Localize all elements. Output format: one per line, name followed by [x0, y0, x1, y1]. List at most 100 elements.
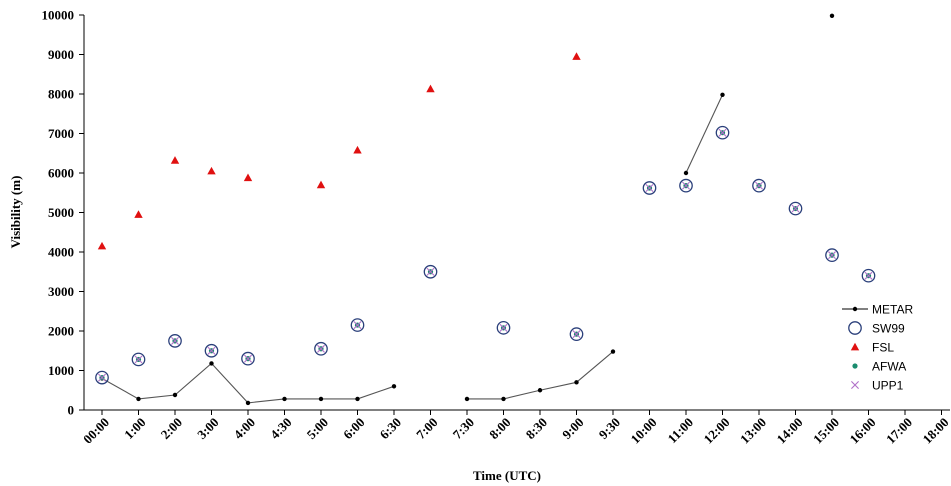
sw99-point-marker [241, 351, 255, 366]
y-axis: 0 1000 2000 3000 4000 5000 6000 7000 8000 9000 100… [42, 8, 85, 418]
fsl-point-marker [243, 173, 253, 182]
legend-label: METAR [872, 303, 913, 317]
legend: METAR SW99 FSL AFWA UPP1 [842, 303, 913, 393]
metar-line [685, 94, 723, 174]
x-tick-label: 9:30 [596, 415, 623, 442]
metar-point [720, 92, 725, 97]
x-tick-label: 10:00 [628, 415, 660, 447]
sw99-point-marker [569, 327, 584, 342]
x-tick-label: 3:00 [194, 415, 221, 442]
upp1-point-marker [572, 330, 581, 339]
fsl-point-marker [134, 210, 143, 218]
series-sw99 [95, 125, 876, 385]
y-tick-label: 0 [68, 403, 75, 418]
legend-marker [851, 381, 859, 389]
sw99-point-marker [95, 370, 109, 385]
fsl-point-marker [426, 84, 435, 93]
x-tick-label: 17:00 [883, 415, 915, 447]
x-tick-label: 1:00 [121, 415, 148, 442]
y-tick-label: 9000 [48, 47, 74, 62]
metar-point [136, 396, 141, 402]
metar-point [318, 396, 324, 402]
plot-area [84, 15, 950, 410]
fsl-point-marker [572, 52, 581, 60]
y-tick-label: 10000 [42, 8, 75, 23]
legend-item-metar: METAR [842, 303, 913, 317]
upp1-point-marker [98, 373, 106, 382]
legend-marker [850, 342, 860, 351]
metar-point [683, 170, 689, 176]
legend-marker [852, 306, 858, 312]
fsl-point-marker [353, 145, 362, 154]
x-axis-title: Time (UTC) [473, 468, 541, 483]
upp1-point-marker [645, 184, 654, 192]
series-metar [99, 13, 835, 406]
x-tick-label: 4:00 [231, 415, 258, 442]
y-axis-title: Visibility (m) [8, 176, 23, 249]
upp1-point-marker [791, 204, 800, 213]
metar-point [355, 396, 360, 402]
upp1-point-marker [353, 321, 362, 330]
sw99-point-marker [752, 178, 766, 193]
x-tick-label: 4:30 [267, 415, 294, 442]
legend-item-afwa: AFWA [852, 360, 906, 374]
legend-marker [852, 363, 858, 369]
series-fsl [97, 52, 581, 250]
x-tick-label: 6:30 [377, 415, 404, 442]
x-tick-label: 7:00 [413, 415, 440, 442]
metar-point [574, 380, 579, 385]
sw99-point-marker [423, 264, 438, 279]
upp1-point-marker [171, 336, 179, 345]
sw99-point-marker [314, 341, 328, 356]
upp1-point-marker [718, 128, 727, 137]
upp1-point-marker [499, 323, 508, 332]
x-tick-label: 6:00 [340, 415, 367, 442]
metar-point [464, 396, 470, 402]
upp1-point-marker [682, 181, 690, 190]
y-tick-label: 4000 [48, 245, 74, 260]
x-tick-label: 5:00 [304, 415, 331, 442]
legend-label: SW99 [872, 322, 905, 336]
metar-point [282, 396, 287, 402]
metar-point [245, 400, 251, 406]
x-tick-label: 2:00 [158, 415, 185, 442]
metar-point [829, 13, 835, 18]
sw99-point-marker [642, 181, 657, 195]
upp1-point-marker [864, 271, 873, 280]
sw99-point-marker [350, 318, 365, 332]
x-axis: 00:00 1:00 2:00 3:00 4:00 4:30 5:00 6:00 6:30 7:0… [80, 409, 951, 447]
x-tick-label: 00:00 [80, 415, 112, 447]
x-tick-label: 16:00 [847, 415, 879, 447]
fsl-point-marker [170, 156, 180, 164]
sw99-point-marker [788, 201, 803, 216]
x-tick-label: 12:00 [701, 415, 733, 447]
upp1-point-marker [426, 267, 435, 276]
legend-marker [848, 321, 862, 335]
upp1-point-marker [755, 181, 763, 190]
series-layer [95, 13, 876, 406]
metar-point [391, 384, 397, 389]
y-tick-label: 1000 [48, 363, 74, 378]
metar-point [501, 396, 506, 402]
upp1-point-marker [244, 354, 252, 363]
x-tick-label: 8:30 [523, 415, 550, 442]
y-tick-label: 5000 [48, 205, 74, 220]
y-tick-label: 6000 [48, 166, 74, 181]
legend-item-fsl: FSL [850, 341, 894, 355]
metar-point [610, 349, 616, 354]
sw99-point-marker [131, 352, 146, 367]
y-tick-label: 3000 [48, 284, 74, 299]
y-tick-label: 2000 [48, 324, 74, 339]
x-tick-label: 15:00 [810, 415, 842, 447]
x-tick-label: 8:00 [486, 415, 513, 442]
y-tick-label: 7000 [48, 126, 74, 141]
metar-point [537, 388, 543, 393]
x-tick-label: 7:30 [450, 415, 477, 442]
legend-label: UPP1 [872, 379, 904, 393]
legend-label: FSL [872, 341, 894, 355]
legend-label: AFWA [872, 360, 906, 374]
x-tick-label: 13:00 [737, 415, 769, 447]
sw99-point-marker [168, 334, 182, 348]
upp1-point-marker [207, 346, 216, 355]
